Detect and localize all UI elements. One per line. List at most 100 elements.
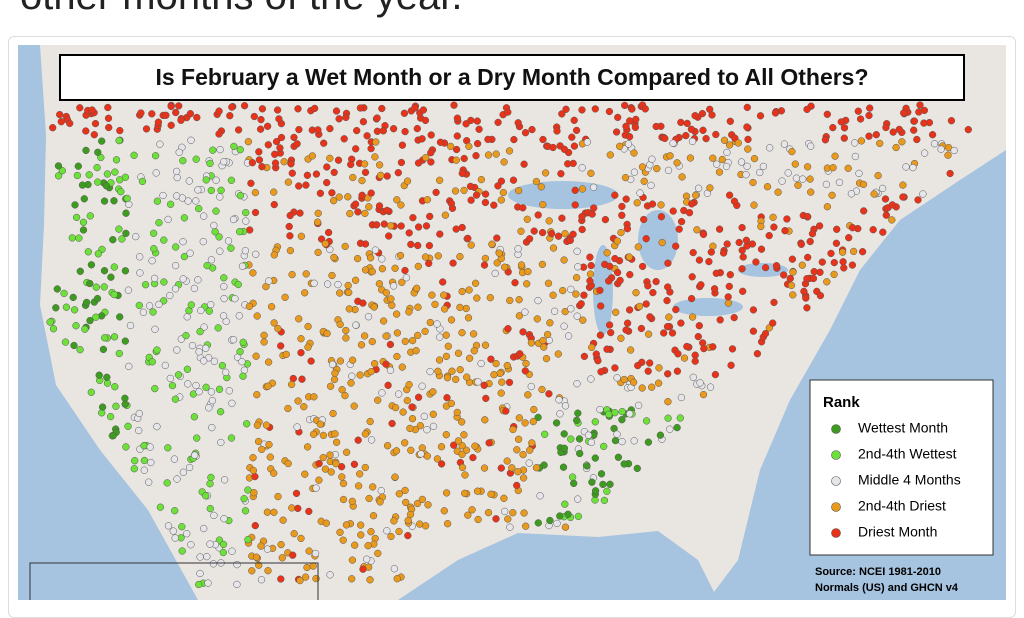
station-dot [699, 230, 708, 239]
station-dot [484, 508, 493, 517]
station-dot [249, 454, 257, 462]
station-dot [743, 162, 751, 170]
station-dot [228, 547, 236, 555]
station-dot [132, 232, 140, 241]
station-dot [437, 460, 446, 468]
station-dot [328, 360, 337, 369]
station-dot [781, 227, 789, 235]
station-dot [578, 164, 586, 172]
station-dot [822, 180, 831, 189]
station-dot [227, 244, 235, 252]
station-dot [396, 251, 405, 260]
station-dot [260, 338, 268, 346]
station-dot [607, 328, 615, 337]
station-dot [909, 163, 917, 172]
station-dot [509, 425, 517, 434]
station-dot [752, 258, 760, 266]
station-dot [327, 468, 335, 476]
station-dot [441, 211, 450, 219]
station-dot [117, 188, 125, 196]
station-dot [448, 367, 456, 375]
station-dot [271, 150, 279, 158]
station-dot [202, 176, 210, 184]
station-dot [178, 194, 187, 202]
station-dot [818, 258, 826, 266]
station-dot [390, 517, 398, 525]
station-dot [536, 492, 544, 500]
station-dot [137, 109, 145, 117]
station-dot [738, 265, 746, 273]
station-dot [398, 141, 407, 149]
station-dot [383, 527, 391, 535]
station-dot [472, 191, 481, 199]
station-dot [228, 103, 236, 111]
station-dot [365, 494, 373, 503]
station-dot [401, 486, 409, 495]
station-dot [121, 337, 129, 345]
station-dot [87, 261, 96, 269]
station-dot [756, 168, 764, 177]
station-dot [730, 313, 738, 322]
station-dot [130, 151, 138, 159]
station-dot [135, 301, 143, 310]
station-dot [469, 330, 478, 338]
station-dot [208, 396, 217, 405]
station-dot [742, 236, 751, 244]
station-dot [573, 247, 581, 255]
station-dot [587, 261, 595, 270]
station-dot [242, 217, 250, 225]
station-dot [743, 123, 751, 131]
station-dot [253, 312, 261, 320]
station-dot [315, 476, 323, 484]
station-dot [359, 118, 368, 126]
station-dot [521, 419, 529, 427]
station-dot [720, 136, 729, 144]
legend-label: 2nd-4th Wettest [858, 446, 957, 462]
station-dot [592, 350, 600, 358]
station-dot [417, 450, 425, 458]
station-dot [460, 186, 468, 195]
station-dot [208, 423, 216, 432]
station-dot [253, 391, 261, 399]
station-dot [251, 188, 260, 197]
station-dot [772, 262, 781, 270]
station-dot [72, 322, 80, 330]
station-dot [464, 511, 472, 519]
station-dot [632, 115, 640, 124]
station-dot [474, 378, 482, 386]
station-dot [195, 580, 203, 589]
station-dot [910, 117, 919, 125]
station-dot [295, 125, 303, 134]
station-dot [330, 375, 339, 384]
station-dot [524, 267, 532, 276]
station-dot [725, 282, 733, 291]
station-dot [440, 291, 448, 299]
station-dot [695, 256, 704, 264]
station-dot [251, 521, 259, 530]
station-dot [771, 109, 780, 117]
station-dot [270, 188, 278, 196]
station-dot [434, 252, 442, 260]
station-dot [699, 390, 708, 399]
station-dot [236, 191, 245, 200]
station-dot [122, 443, 130, 451]
station-dot [833, 225, 841, 233]
station-dot [490, 371, 498, 379]
station-dot [770, 298, 778, 307]
station-dot [395, 490, 403, 498]
station-dot [882, 123, 890, 132]
station-dot [472, 152, 480, 160]
station-dot [274, 324, 282, 333]
station-dot [357, 341, 366, 349]
station-dot [194, 276, 202, 284]
station-dot [611, 364, 619, 372]
station-dot [580, 291, 588, 299]
station-dot [513, 481, 521, 490]
station-dot [284, 459, 292, 468]
station-dot [374, 396, 382, 404]
station-dot [151, 325, 159, 333]
station-dot [403, 396, 411, 405]
station-dot [555, 396, 563, 404]
station-dot [288, 504, 296, 512]
station-dot [542, 354, 551, 363]
